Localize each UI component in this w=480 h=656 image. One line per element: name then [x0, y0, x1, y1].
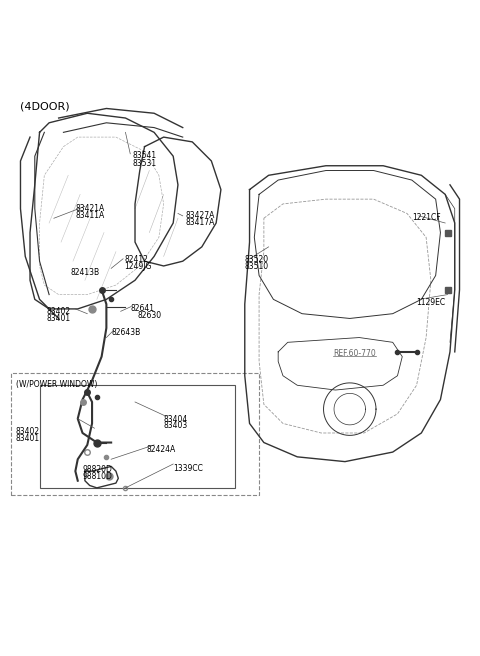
- Text: 1129EC: 1129EC: [417, 298, 446, 308]
- Text: 82424A: 82424A: [147, 445, 176, 454]
- Text: 83404: 83404: [164, 415, 188, 424]
- Text: 83403: 83403: [164, 421, 188, 430]
- Text: 1249JG: 1249JG: [124, 262, 152, 271]
- Text: 1339CC: 1339CC: [173, 464, 203, 473]
- Text: 83401: 83401: [47, 314, 71, 323]
- Text: 82413B: 82413B: [71, 268, 100, 277]
- Text: 82412: 82412: [124, 255, 148, 264]
- Text: (4DOOR): (4DOOR): [21, 101, 70, 112]
- Text: 83411A: 83411A: [75, 211, 105, 220]
- Text: 83421A: 83421A: [75, 204, 105, 213]
- Text: 83401: 83401: [16, 434, 40, 443]
- Text: 1221CF: 1221CF: [412, 213, 441, 222]
- Text: 82641: 82641: [130, 304, 154, 313]
- Text: 83531: 83531: [132, 159, 157, 167]
- Text: 82643B: 82643B: [111, 328, 140, 337]
- Text: 83520: 83520: [245, 255, 269, 264]
- Text: REF.60-770: REF.60-770: [333, 350, 376, 358]
- Text: 82630: 82630: [137, 312, 162, 320]
- Text: 83427A: 83427A: [185, 211, 215, 220]
- Text: 83402: 83402: [16, 427, 40, 436]
- Text: 83510: 83510: [245, 262, 269, 271]
- Text: 98810D: 98810D: [83, 472, 112, 481]
- Text: 83402: 83402: [47, 306, 71, 316]
- Text: 98820D: 98820D: [83, 466, 112, 474]
- Text: 83541: 83541: [132, 152, 157, 161]
- Text: 83417A: 83417A: [185, 218, 215, 227]
- Text: (W/POWER WINDOW): (W/POWER WINDOW): [16, 380, 97, 388]
